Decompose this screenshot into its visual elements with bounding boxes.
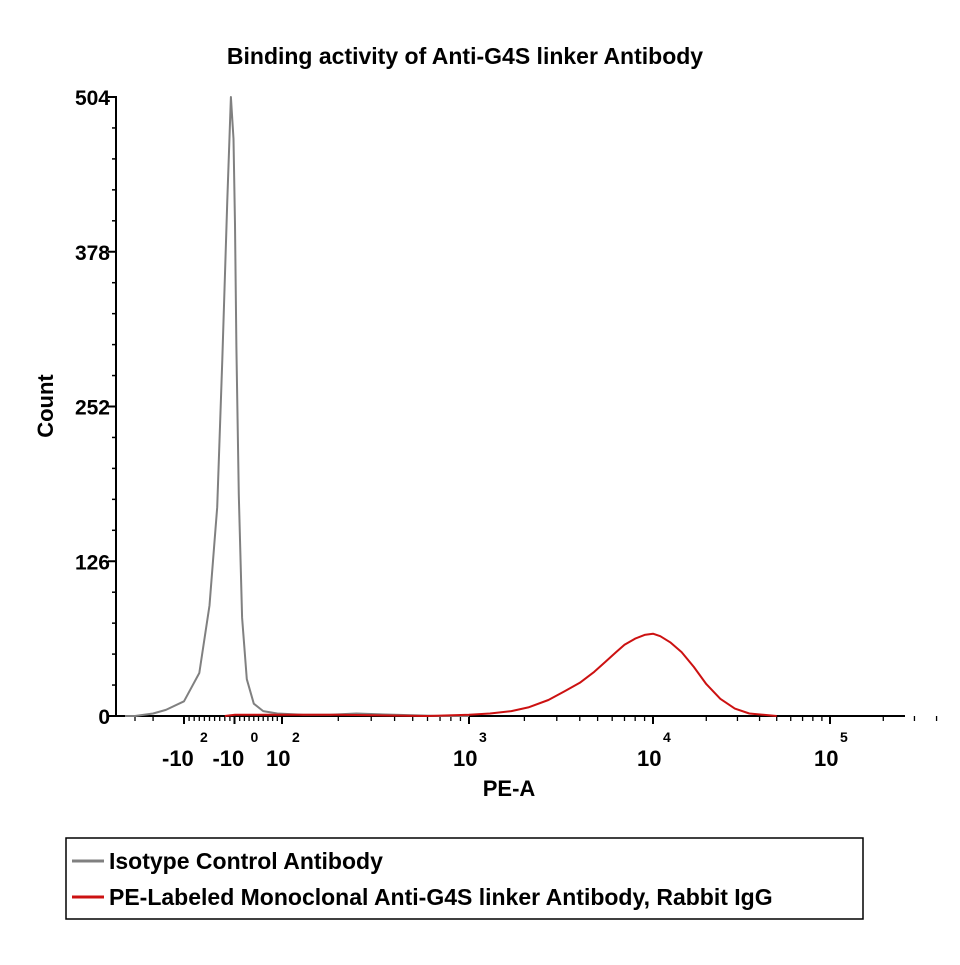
- y-tick-label: 378: [75, 242, 110, 265]
- x-tick-label: -10: [162, 746, 194, 771]
- series-line-isotype-control: [125, 96, 469, 717]
- x-tick-label: 10: [266, 746, 290, 771]
- x-tick-exponent: 2: [292, 729, 300, 745]
- x-tick-exponent: 0: [250, 729, 258, 745]
- y-ticks: 0 126 252 378 504: [75, 87, 116, 729]
- x-tick-exponent: 4: [663, 729, 671, 745]
- series-layer: [125, 96, 777, 717]
- x-tick-exponent: 3: [479, 729, 487, 745]
- x-tick-label: 10: [453, 746, 477, 771]
- y-tick-label: 126: [75, 551, 110, 574]
- y-tick-label: 504: [75, 87, 110, 110]
- y-minor-ticks: [112, 96, 116, 717]
- legend-label-isotype: Isotype Control Antibody: [109, 848, 383, 874]
- legend-box: [65, 837, 864, 920]
- x-tick-exponent: 5: [840, 729, 848, 745]
- x-minor-ticks: [134, 716, 938, 721]
- x-axis-label: PE-A: [483, 776, 536, 801]
- y-axis-label: Count: [33, 374, 58, 438]
- x-tick-label: 10: [637, 746, 661, 771]
- x-tick-label: 10: [814, 746, 838, 771]
- series-line-pe-labeled-antibody: [224, 632, 777, 717]
- y-tick-label: 252: [75, 397, 110, 420]
- y-tick-label: 0: [98, 706, 110, 729]
- legend: Isotype Control Antibody PE-Labeled Mono…: [65, 837, 864, 920]
- x-tick-exponent: 2: [200, 729, 208, 745]
- legend-label-pe-labeled: PE-Labeled Monoclonal Anti-G4S linker An…: [109, 884, 773, 910]
- chart-title: Binding activity of Anti-G4S linker Anti…: [227, 43, 703, 69]
- x-tick-label: -10: [212, 746, 244, 771]
